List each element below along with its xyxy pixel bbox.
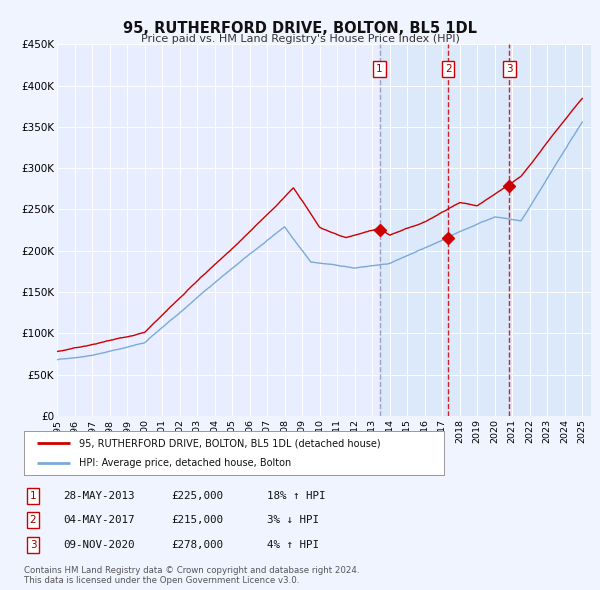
Text: Contains HM Land Registry data © Crown copyright and database right 2024.
This d: Contains HM Land Registry data © Crown c…: [24, 566, 359, 585]
Text: HPI: Average price, detached house, Bolton: HPI: Average price, detached house, Bolt…: [79, 458, 291, 467]
Bar: [380, 44, 591, 416]
Text: £225,000: £225,000: [171, 491, 223, 500]
Text: 95, RUTHERFORD DRIVE, BOLTON, BL5 1DL (detached house): 95, RUTHERFORD DRIVE, BOLTON, BL5 1DL (d…: [79, 438, 380, 448]
Text: 2: 2: [445, 64, 451, 74]
Text: 2: 2: [29, 516, 37, 525]
Text: 18% ↑ HPI: 18% ↑ HPI: [267, 491, 325, 500]
Text: 04-MAY-2017: 04-MAY-2017: [63, 516, 134, 525]
Text: £215,000: £215,000: [171, 516, 223, 525]
Text: 28-MAY-2013: 28-MAY-2013: [63, 491, 134, 500]
Text: 3: 3: [29, 540, 37, 550]
Text: 3: 3: [506, 64, 513, 74]
Text: 09-NOV-2020: 09-NOV-2020: [63, 540, 134, 550]
Text: Price paid vs. HM Land Registry's House Price Index (HPI): Price paid vs. HM Land Registry's House …: [140, 34, 460, 44]
Text: 1: 1: [29, 491, 37, 500]
Text: £278,000: £278,000: [171, 540, 223, 550]
Text: 4% ↑ HPI: 4% ↑ HPI: [267, 540, 319, 550]
Text: 95, RUTHERFORD DRIVE, BOLTON, BL5 1DL: 95, RUTHERFORD DRIVE, BOLTON, BL5 1DL: [123, 21, 477, 35]
Text: 3% ↓ HPI: 3% ↓ HPI: [267, 516, 319, 525]
Text: 1: 1: [376, 64, 383, 74]
